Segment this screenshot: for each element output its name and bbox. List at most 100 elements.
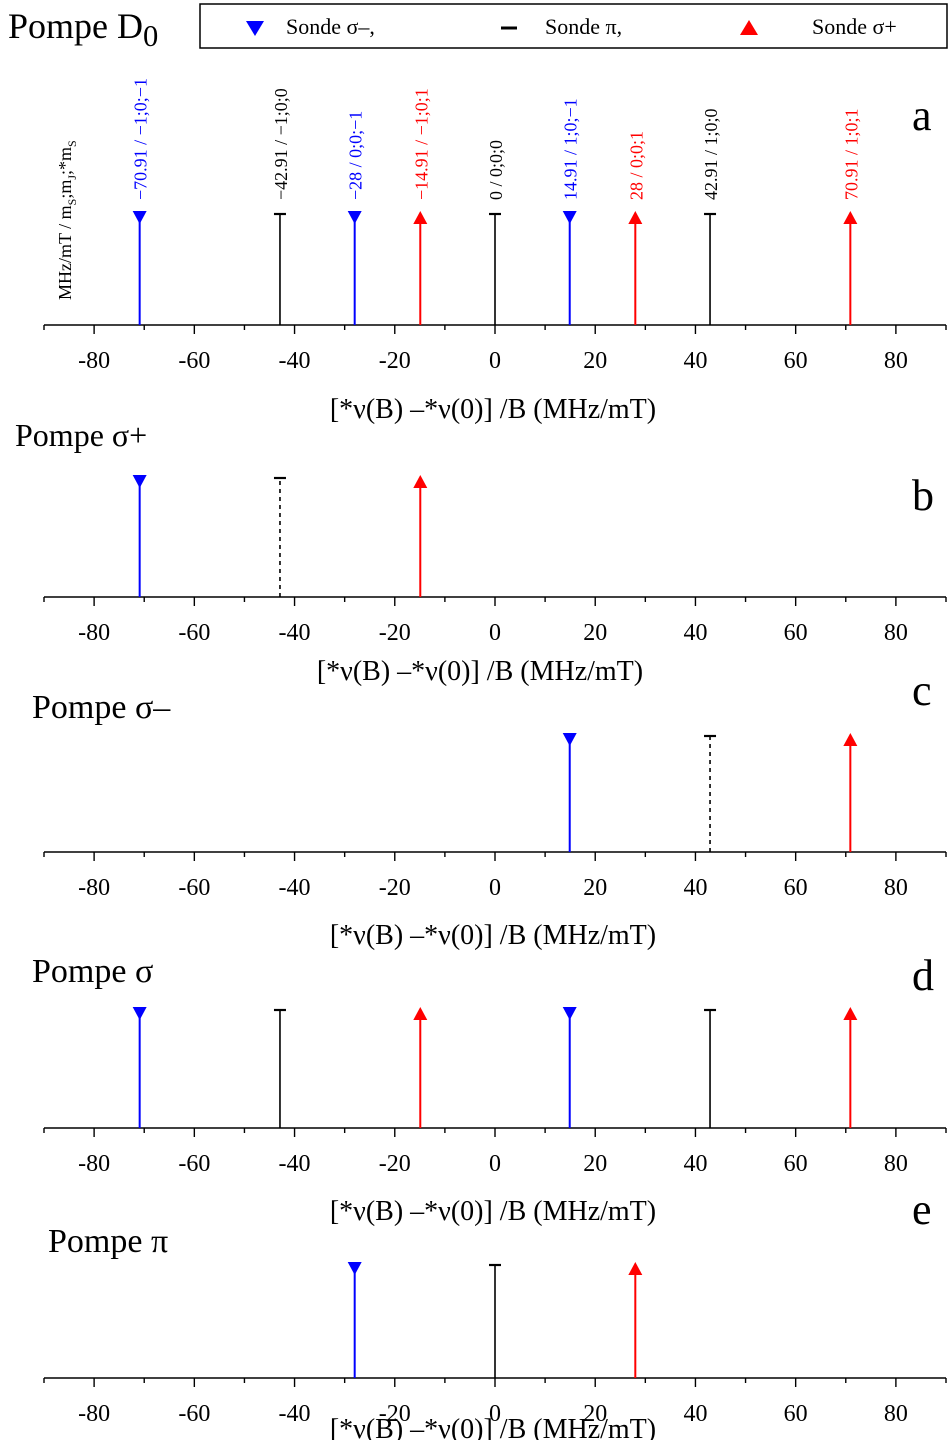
panels: Pompe D0 a -80 -60 -40 -20 0 20 40 60 80 [*ν(B) –*ν…: [8, 6, 947, 1440]
stem-sigma-plus: [413, 475, 428, 597]
triangle-down-marker: [132, 211, 147, 224]
triangle-down-marker: [347, 1262, 362, 1275]
stem-annotation: −42.91 / −1;0;0: [271, 88, 291, 200]
triangle-down-marker: [562, 1007, 577, 1020]
x-tick-label: -40: [279, 348, 311, 374]
x-axis-title: [*ν(B) –*ν(0)] /B (MHz/mT): [330, 920, 656, 951]
x-tick-label: -60: [178, 1151, 210, 1177]
stem-pi: [704, 734, 717, 852]
x-tick-label: 60: [784, 1151, 808, 1177]
triangle-down-marker: [562, 733, 577, 746]
stem-sigma-plus: [843, 733, 858, 852]
stem-sigma-minus: −70.91 / −1;0;−1: [131, 78, 151, 325]
stem-annotation: 14.91 / 1;0;−1: [561, 98, 581, 200]
stem-sigma-plus: [413, 1007, 428, 1128]
x-tick-label: -20: [379, 1401, 411, 1427]
triangle-up-marker: [843, 733, 858, 746]
x-axis-title: [*ν(B) –*ν(0)] /B (MHz/mT): [330, 1414, 656, 1440]
x-tick-label: -20: [379, 348, 411, 374]
stem-pi: −42.91 / −1;0;0: [271, 88, 291, 325]
x-tick-label: 80: [884, 1151, 908, 1177]
x-tick-label: -80: [78, 348, 110, 374]
legend-sigma-plus-label: Sonde σ+: [812, 14, 897, 39]
legend-sigma-minus-marker-icon: [246, 21, 264, 36]
stem-pi: 0 / 0;0;0: [486, 140, 506, 325]
triangle-up-marker: [413, 475, 428, 488]
stem-pi: [273, 476, 286, 597]
x-tick-label: 80: [884, 348, 908, 374]
x-tick-label: 40: [683, 1151, 707, 1177]
panel-letter: e: [912, 1185, 932, 1234]
triangle-up-marker: [628, 1262, 643, 1275]
stem-sigma-minus: [562, 733, 577, 852]
x-tick-label: 80: [884, 875, 908, 901]
x-tick-label: -80: [78, 875, 110, 901]
stem-pi: [704, 1008, 717, 1128]
legend-sigma-plus-marker-icon: [740, 20, 758, 35]
triangle-up-marker: [628, 211, 643, 224]
stem-annotation: 0 / 0;0;0: [486, 140, 506, 200]
x-tick-label: -40: [279, 620, 311, 646]
x-tick-label: 60: [784, 875, 808, 901]
legend-box: [199, 3, 948, 49]
x-tick-label: 20: [583, 1151, 607, 1177]
panel-letter: a: [912, 91, 932, 140]
x-tick-label: 60: [784, 348, 808, 374]
x-tick-label: 40: [683, 620, 707, 646]
pump-label: Pompe π: [48, 1223, 168, 1260]
panel-d: Pompe σ d -80 -60 -40 -20 0 20 40 60 80 [*ν(B) –*ν(…: [32, 951, 947, 1227]
pump-label: Pompe σ–: [32, 689, 171, 726]
x-tick-label: 60: [784, 620, 808, 646]
x-tick-label: 80: [884, 1401, 908, 1427]
x-tick-label: 0: [489, 1401, 501, 1427]
x-tick-label: 20: [583, 348, 607, 374]
stem-sigma-minus: [347, 1262, 362, 1378]
panel-c: Pompe σ– c -80 -60 -40 -20 0 20 40 60 80 [*ν(B) –*ν…: [32, 666, 947, 951]
x-tick-label: -20: [379, 1151, 411, 1177]
x-tick-label: 0: [489, 348, 501, 374]
x-tick-label: -20: [379, 875, 411, 901]
x-tick-label: -60: [178, 620, 210, 646]
stem-pi: 42.91 / 1;0;0: [701, 108, 721, 325]
annotation-axis-label: MHz/mT / mS;mJ;*mS: [55, 140, 79, 300]
stem-pi: [489, 1263, 501, 1378]
x-axis-title: [*ν(B) –*ν(0)] /B (MHz/mT): [330, 394, 656, 425]
triangle-down-marker: [347, 211, 362, 224]
stem-sigma-minus: [562, 1007, 577, 1128]
stem-sigma-minus: [132, 475, 147, 597]
panel-letter: c: [912, 666, 932, 715]
x-tick-label: 20: [583, 620, 607, 646]
stem-annotation: 28 / 0;0;1: [626, 131, 646, 200]
triangle-up-marker: [843, 1007, 858, 1020]
triangle-down-marker: [132, 1007, 147, 1020]
x-tick-label: 40: [683, 875, 707, 901]
x-tick-label: 40: [683, 348, 707, 374]
stem-pi: [273, 1008, 286, 1128]
panel-letter: b: [912, 471, 934, 520]
x-tick-label: 20: [583, 1401, 607, 1427]
panel-letter: d: [912, 951, 934, 1000]
pump-label: Pompe σ+: [15, 417, 147, 453]
x-tick-label: 60: [784, 1401, 808, 1427]
legend-pi-label: Sonde π,: [545, 14, 622, 39]
x-tick-label: -60: [178, 875, 210, 901]
x-tick-label: 40: [683, 1401, 707, 1427]
x-tick-label: -40: [279, 1401, 311, 1427]
x-tick-label: -60: [178, 348, 210, 374]
x-tick-label: -80: [78, 620, 110, 646]
stem-sigma-plus: [843, 1007, 858, 1128]
x-tick-label: -60: [178, 1401, 210, 1427]
stem-sigma-minus: 14.91 / 1;0;−1: [561, 98, 581, 325]
pump-label: Pompe σ: [32, 953, 153, 990]
stem-sigma-minus: −28 / 0;0;−1: [346, 111, 366, 325]
stem-sigma-plus: [628, 1262, 643, 1378]
triangle-down-marker: [562, 211, 577, 224]
triangle-up-marker: [843, 211, 858, 224]
x-axis-title: [*ν(B) –*ν(0)] /B (MHz/mT): [330, 1196, 656, 1227]
stem-sigma-plus: 70.91 / 1;0;1: [841, 108, 861, 325]
x-tick-label: -40: [279, 875, 311, 901]
stem-annotation: −70.91 / −1;0;−1: [131, 78, 151, 200]
x-tick-label: 20: [583, 875, 607, 901]
triangle-up-marker: [413, 1007, 428, 1020]
